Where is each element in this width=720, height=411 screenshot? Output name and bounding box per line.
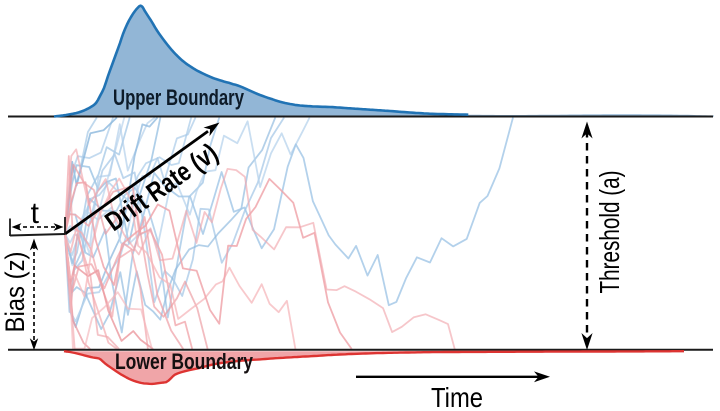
svg-text:Lower Boundary: Lower Boundary [115,349,254,374]
svg-text:Threshold (a): Threshold (a) [594,171,625,294]
svg-text:t: t [31,197,40,230]
svg-text:Bias (z): Bias (z) [0,252,30,333]
svg-text:Upper Boundary: Upper Boundary [113,85,245,110]
svg-text:Time: Time [431,382,483,411]
